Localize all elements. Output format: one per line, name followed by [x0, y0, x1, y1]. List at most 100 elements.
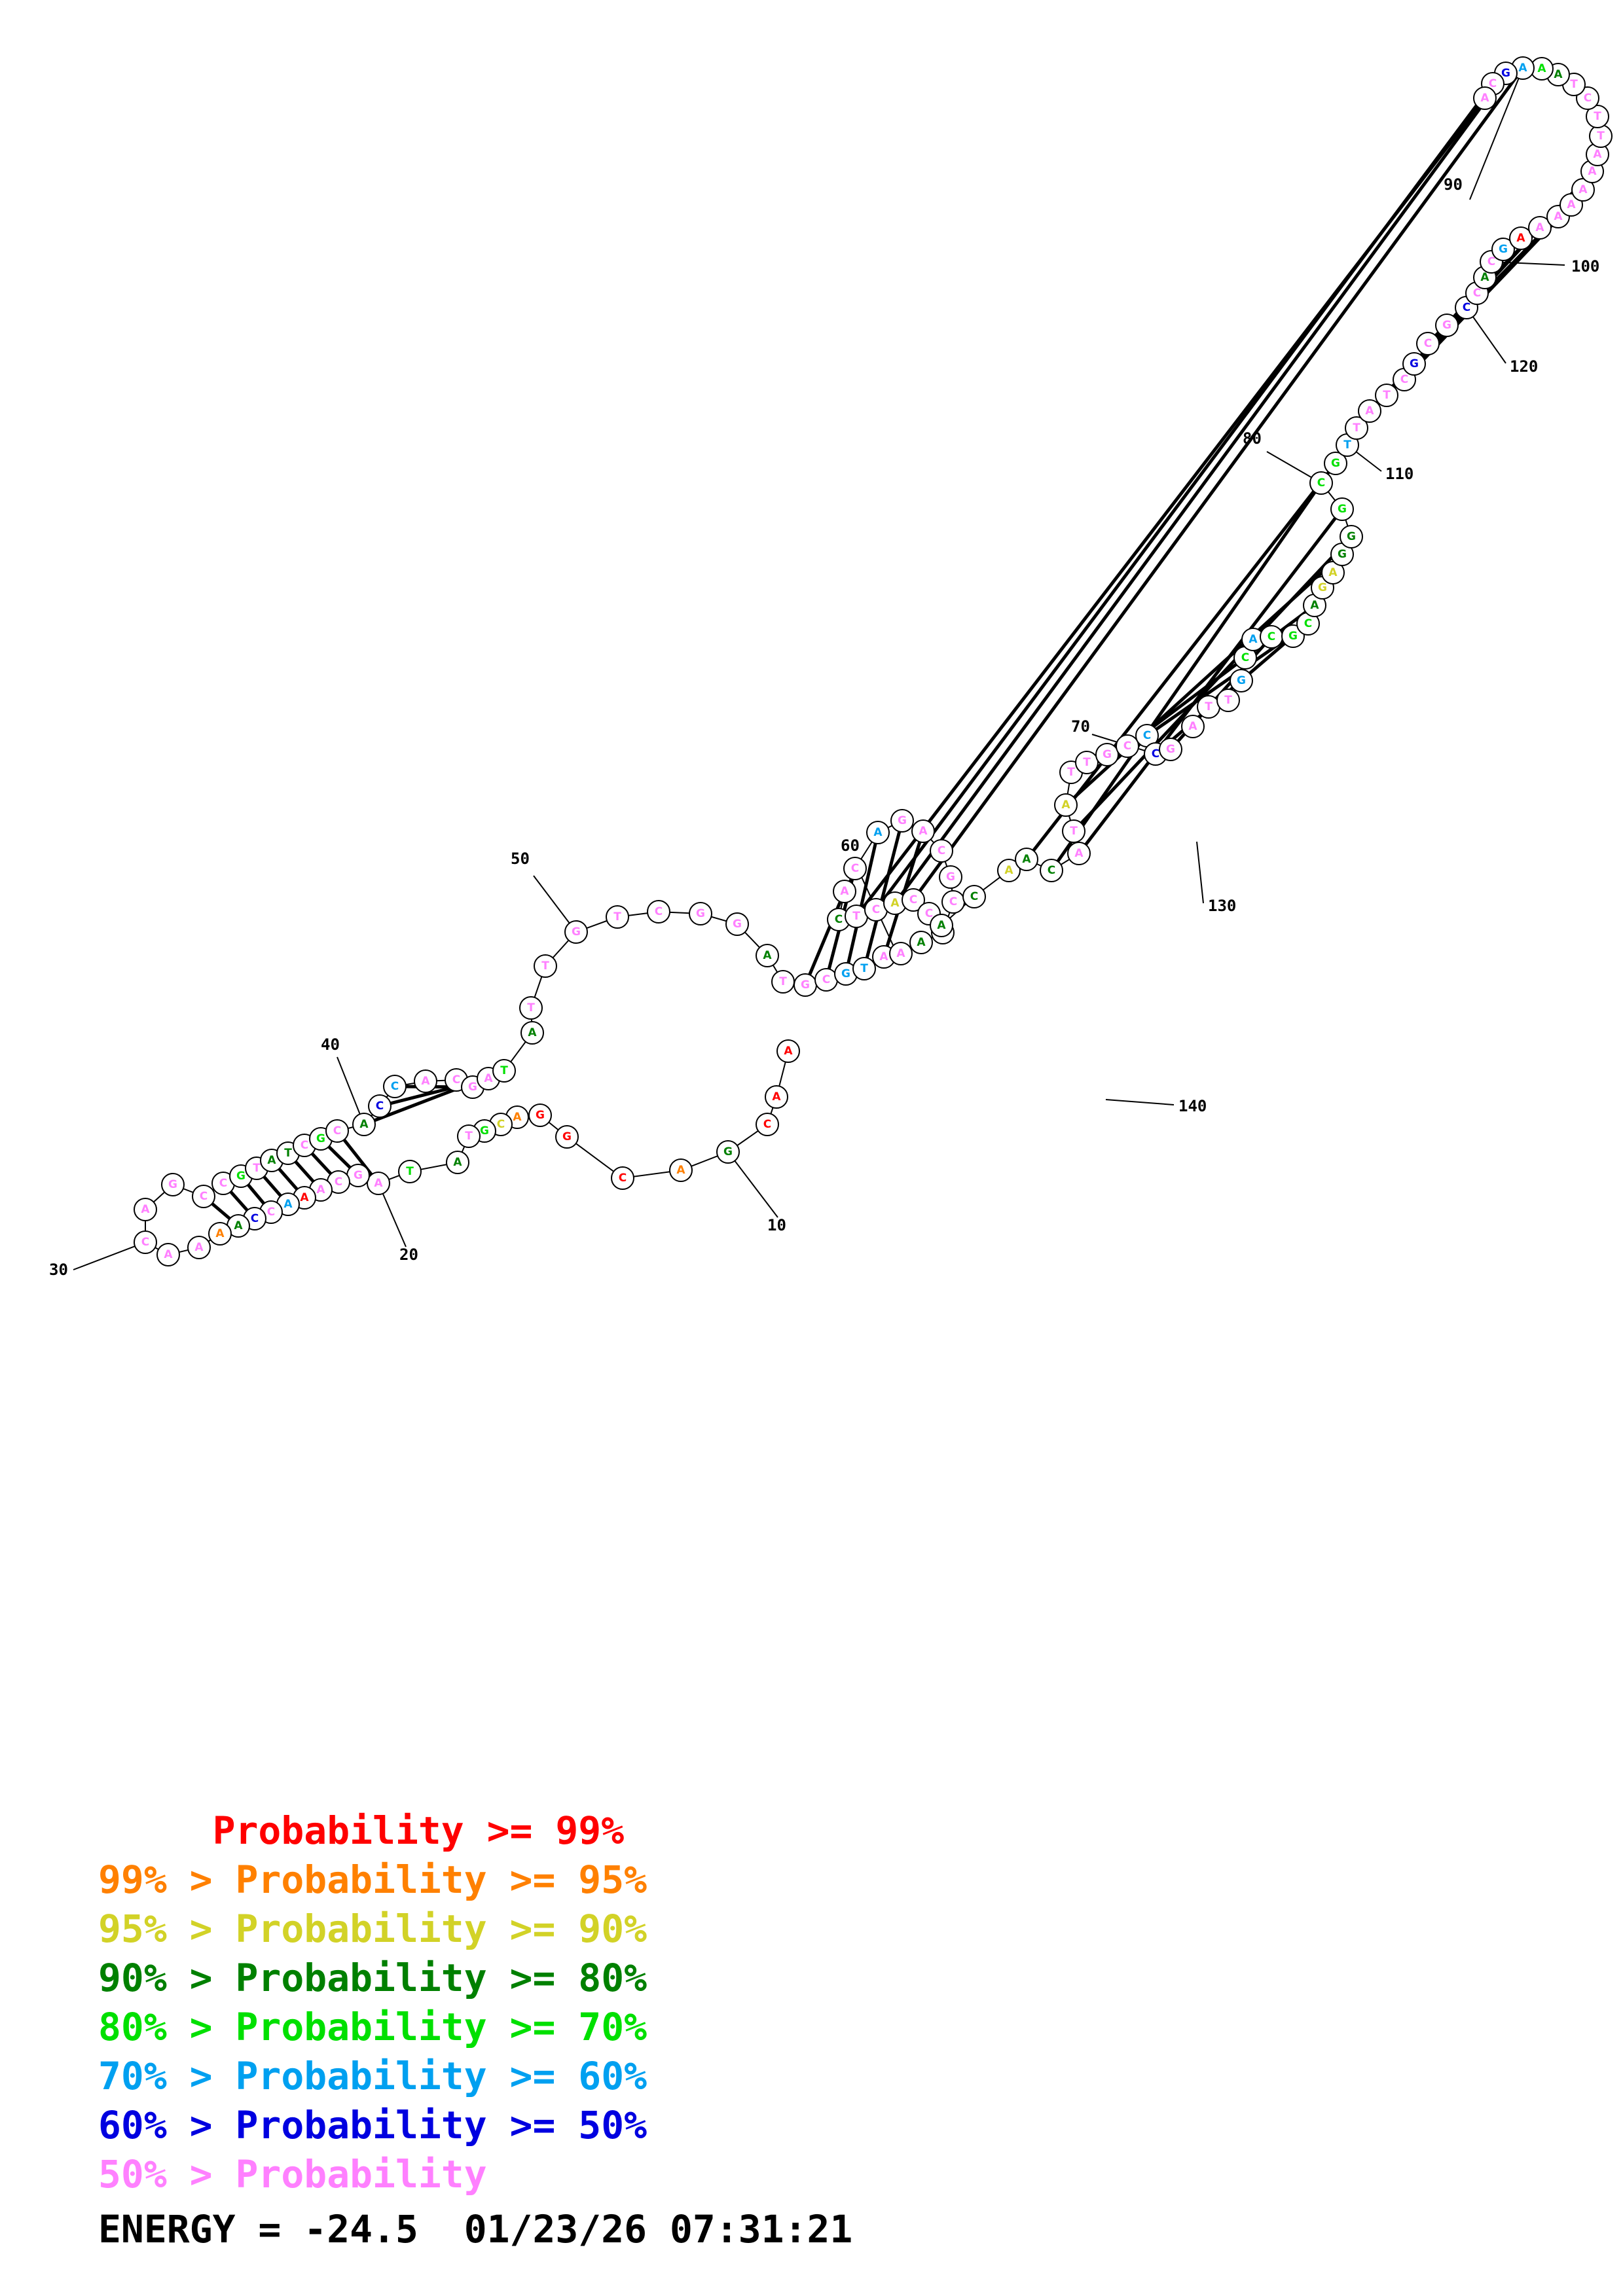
nucleotide-letter: A [1004, 864, 1013, 877]
nucleotide: C [902, 888, 925, 912]
nucleotide-letter: C [970, 890, 978, 903]
nucleotide: A [833, 880, 856, 903]
nucleotide-circle [457, 1124, 481, 1148]
legend-text: 95% > [98, 1907, 236, 1951]
legend-text: 70% > [98, 2054, 236, 2098]
nucleotide-letter: A [374, 1177, 383, 1190]
nucleotide-letter: A [937, 919, 946, 932]
nucleotide-circle [156, 1243, 180, 1266]
nucleotide: G [528, 1103, 552, 1127]
nucleotide-letter: A [1480, 271, 1489, 284]
nucleotide-letter: G [236, 1170, 246, 1183]
nucleotide-letter: A [873, 826, 883, 839]
nucleotide: T [519, 996, 543, 1020]
nucleotide-letter: A [919, 825, 928, 838]
nucleotide-letter: A [194, 1241, 204, 1254]
nucleotide-letter: C [1584, 92, 1592, 105]
legend-text: 99% > [98, 1857, 236, 1902]
nucleotide-letter: G [841, 967, 850, 980]
nucleotide-letter: T [527, 1001, 535, 1014]
nucleotide: A [208, 1222, 232, 1246]
nucleotide-letter: T [1070, 825, 1078, 838]
position-label: 80 [1243, 429, 1262, 448]
nucleotide: C [1135, 724, 1159, 747]
nucleotide-circle [134, 1198, 157, 1221]
legend-text: Probability >= 50% [235, 2103, 647, 2147]
base-pair-line [803, 891, 847, 986]
legend-row: 70% > Probability >= 60% [98, 2052, 647, 2101]
nucleotide-letter: A [513, 1111, 522, 1124]
nucleotide-circle [1416, 332, 1440, 355]
nucleotide-letter: A [1516, 232, 1525, 245]
nucleotide-letter: A [879, 950, 888, 963]
nucleotide-letter: G [1442, 319, 1451, 332]
nucleotide: A [997, 859, 1021, 882]
nucleotide-letter: A [1061, 798, 1070, 812]
nucleotide-letter: C [1473, 287, 1481, 300]
nucleotide: G [564, 920, 588, 944]
nucleotide: G [1095, 743, 1119, 766]
legend-row: 99% > Probability >= 95% [98, 1856, 647, 1905]
nucleotide-letter: G [946, 870, 955, 884]
legend-text: 90% > [98, 1956, 236, 2000]
nucleotide-circle [1309, 471, 1333, 495]
position-label: 90 [1444, 175, 1463, 194]
nucleotide: A [909, 931, 933, 954]
nucleotide-letter: A [316, 1183, 325, 1196]
nucleotide-circle [765, 1085, 788, 1109]
nucleotide: A [911, 819, 935, 843]
nucleotide-letter: T [465, 1130, 473, 1143]
legend-row: 80% > Probability >= 70% [98, 2003, 647, 2052]
nucleotide-letter: A [1537, 62, 1546, 75]
nucleotide-circle [398, 1160, 422, 1183]
nucleotide-letter: G [1501, 67, 1510, 80]
nucleotide-letter: T [1383, 389, 1391, 402]
nucleotide-circle [1491, 238, 1515, 261]
nucleotide: C [1260, 625, 1283, 649]
nucleotide-letter: G [1103, 748, 1112, 761]
nucleotide: G [1491, 238, 1515, 261]
nucleotide-letter: A [215, 1227, 225, 1240]
nucleotide-letter: A [283, 1198, 293, 1211]
legend-row: Probability >= 99% [98, 1806, 647, 1856]
nucleotide: T [1062, 819, 1085, 843]
nucleotide: G [555, 1125, 579, 1149]
nucleotide: C [368, 1094, 392, 1118]
position-ticks: 10 20 30 40 50 60 70 80 90 100 110 120 130 140 [49, 67, 1599, 1279]
nucleotide-letter: A [1328, 566, 1338, 579]
nucleotide: G [1230, 669, 1253, 692]
nucleotide-letter: C [1123, 740, 1131, 753]
nucleotide-circle [1230, 669, 1253, 692]
nucleotide: C [1309, 471, 1333, 495]
nucleotide-circle [192, 1185, 215, 1208]
nucleotide-circle [890, 809, 914, 833]
nucleotide-circle [1067, 842, 1091, 865]
base-pair-line [874, 82, 1495, 911]
legend-text: Probability >= 80% [235, 1956, 647, 2000]
energy-timestamp: ENERGY = -24.5 01/23/26 07:31:21 [98, 2207, 853, 2251]
nucleotide-circle [1358, 399, 1381, 423]
nucleotide-circle [889, 942, 913, 965]
legend-text: Probability >= 95% [235, 1857, 647, 1902]
nucleotide: T [606, 905, 629, 929]
base-pair-line [1078, 508, 1343, 855]
nucleotide: C [756, 1113, 779, 1136]
nucleotide-letter: C [909, 893, 917, 906]
nucleotide: T [1586, 105, 1609, 128]
nucleotide: T [398, 1160, 422, 1183]
nucleotide-letter: C [301, 1139, 308, 1152]
nucleotide-letter: G [1318, 581, 1327, 594]
nucleotide-letter: T [1597, 130, 1605, 143]
nucleotide: C [211, 1172, 235, 1195]
nucleotide-letter: C [376, 1100, 384, 1113]
nucleotide-circle [520, 1021, 544, 1045]
nucleotide-letter: G [468, 1081, 477, 1094]
nucleotide-letter: C [872, 903, 880, 916]
nucleotide: G [346, 1164, 370, 1187]
nucleotide-circle [669, 1158, 693, 1182]
nucleotide-letter: A [1365, 404, 1374, 418]
position-label: 30 [49, 1261, 68, 1279]
nucleotide-letter: A [676, 1164, 685, 1177]
nucleotide: C [864, 898, 888, 922]
